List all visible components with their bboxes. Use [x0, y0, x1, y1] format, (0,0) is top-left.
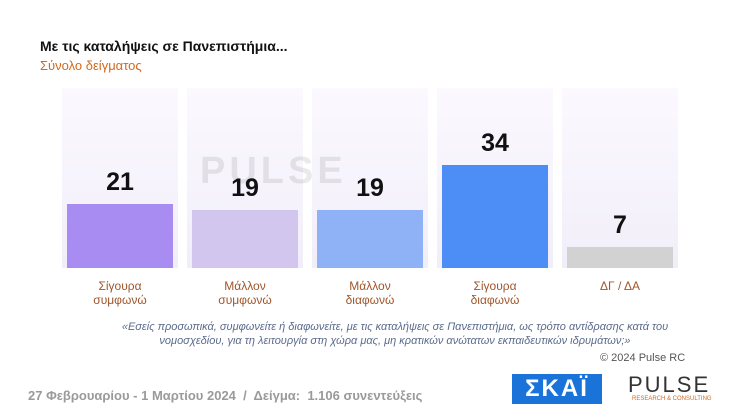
bar [67, 204, 173, 268]
bar-background [562, 88, 678, 268]
copyright: © 2024 Pulse RC [600, 352, 686, 364]
category-label: Μάλλον συμφωνώ [218, 279, 272, 307]
category-label: Σίγουρα διαφωνώ [470, 279, 520, 307]
category-label: ΔΓ / ΔΑ [600, 279, 640, 293]
value-label: 19 [356, 174, 384, 203]
value-label: 34 [481, 128, 509, 157]
chart-title: Με τις καταλήψεις σε Πανεπιστήμια... [40, 38, 288, 54]
bar [192, 210, 298, 268]
value-label: 19 [231, 174, 259, 203]
bar [442, 164, 548, 268]
chart-subtitle: Σύνολο δείγματος [40, 58, 142, 73]
value-label: 21 [106, 168, 134, 197]
plot: 21 Σίγουρα συμφωνώ 19 Μάλλον συμφωνώ 19 Μάλλο… [62, 88, 678, 307]
watermark: PULSE [200, 150, 347, 192]
pulse-subtitle: RESEARCH & CONSULTING [632, 396, 712, 402]
footer: 27 Φεβρουαρίου - 1 Μαρτίου 2024 / Δείγμα… [28, 388, 423, 403]
value-label: 7 [613, 210, 627, 239]
skai-logo: ΣΚΑΪ [512, 374, 602, 404]
bar [317, 210, 423, 268]
category-label: Σίγουρα συμφωνώ [93, 279, 147, 307]
pulse-logo: PULSE [628, 372, 711, 397]
bar [567, 246, 673, 268]
question: «Εσείς προσωπικά, συμφωνείτε ή διαφωνείτ… [121, 321, 669, 347]
category-label: Μάλλον διαφωνώ [345, 279, 395, 307]
